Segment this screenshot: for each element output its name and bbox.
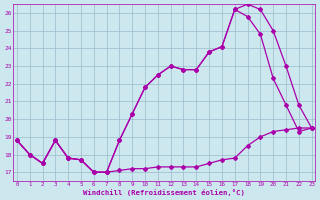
X-axis label: Windchill (Refroidissement éolien,°C): Windchill (Refroidissement éolien,°C) [83, 189, 245, 196]
